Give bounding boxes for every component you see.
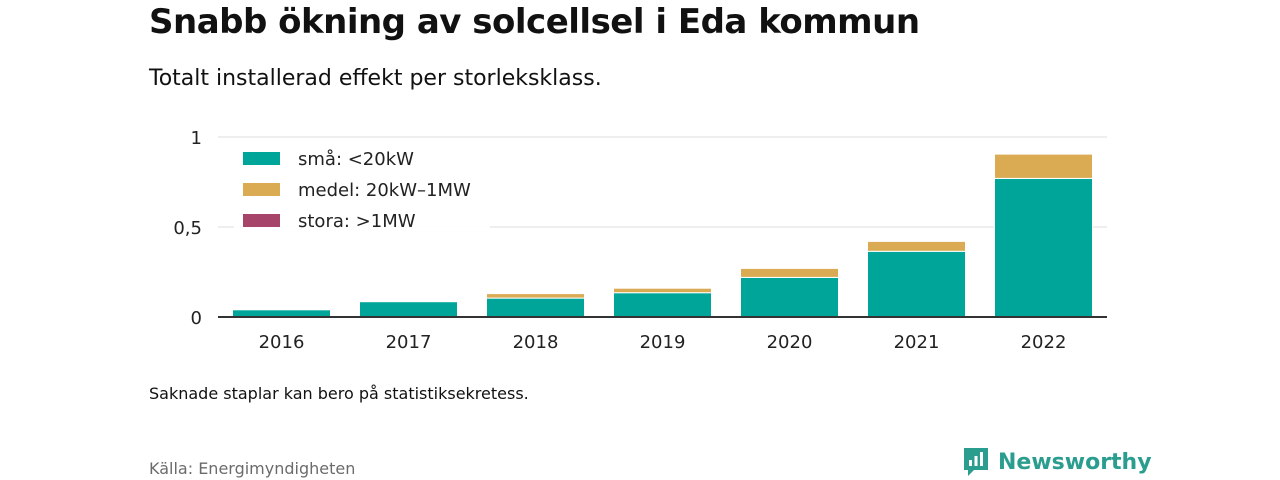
legend-label: medel: 20kW–1MW: [298, 180, 471, 201]
bar-2021-series-1: [867, 250, 966, 318]
y-tick-label: 1: [191, 128, 202, 149]
x-tick-labels: 2016 2017 2018 2019 2020 2021 2022: [259, 332, 1067, 353]
bar-2019-series-2: [613, 287, 712, 294]
legend-label: små: <20kW: [298, 149, 414, 170]
bar-2016-series-1: [232, 309, 331, 318]
bar-2020-series-1: [740, 276, 839, 318]
legend: små: <20kW medel: 20kW–1MW stora: >1MW: [234, 145, 490, 239]
brand-name: Newsworthy: [998, 449, 1152, 475]
bar-2022-series-1: [994, 177, 1093, 318]
bar-chart: 00,51 2016 2017 2018 2019 2020 2021 2022 små: …: [173, 128, 1107, 353]
x-tick-label: 2020: [767, 332, 813, 353]
x-tick-label: 2018: [513, 332, 559, 353]
legend-swatch: [243, 214, 280, 227]
source-text: Källa: Energimyndigheten: [149, 459, 356, 478]
bar-2017-series-1: [359, 301, 458, 318]
bar-2020-series-2: [740, 267, 839, 278]
x-tick-label: 2021: [894, 332, 940, 353]
x-tick-label: 2017: [386, 332, 432, 353]
brand: Newsworthy: [962, 446, 1152, 478]
newsworthy-logo-icon: [964, 448, 988, 476]
x-tick-label: 2022: [1021, 332, 1067, 353]
y-tick-label: 0,5: [173, 218, 202, 239]
bar-2018-series-2: [486, 293, 585, 299]
bar-2022-series-2: [994, 153, 1093, 179]
legend-swatch: [243, 152, 280, 165]
y-tick-label: 0: [191, 308, 202, 329]
bar-2018-series-1: [486, 297, 585, 318]
x-tick-label: 2016: [259, 332, 305, 353]
bar-2021-series-2: [867, 240, 966, 252]
chart-subtitle: Totalt installerad effekt per storlekskl…: [149, 66, 602, 91]
y-tick-labels: 00,51: [173, 128, 202, 329]
bar-2019-series-1: [613, 292, 712, 318]
chart-title: Snabb ökning av solcellsel i Eda kommun: [149, 2, 920, 42]
legend-swatch: [243, 183, 280, 196]
bars: [232, 153, 1093, 318]
x-tick-label: 2019: [640, 332, 686, 353]
footnote: Saknade staplar kan bero på statistiksek…: [149, 384, 529, 403]
legend-label: stora: >1MW: [298, 211, 416, 232]
